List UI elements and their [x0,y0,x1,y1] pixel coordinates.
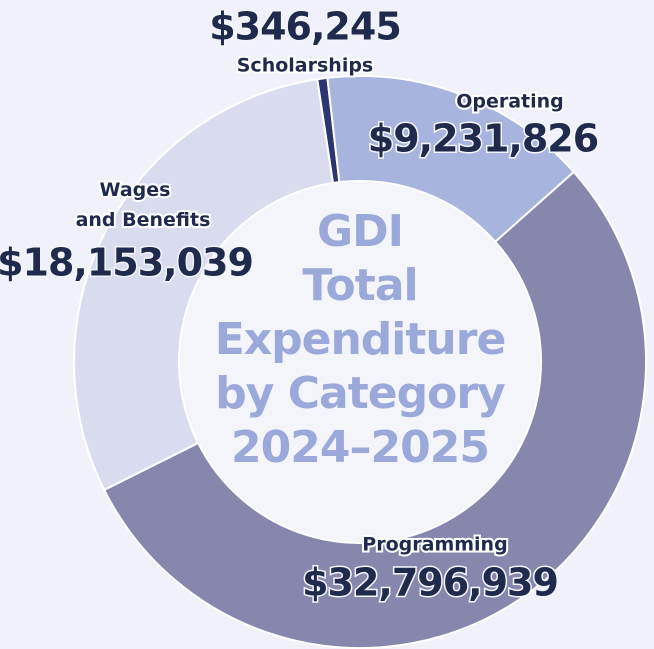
category-label: Scholarships [237,55,374,77]
center-title: 2024–2025 [231,422,489,473]
value-label: $346,245 [209,5,401,49]
center-title: GDI [317,206,403,257]
donut-slice [73,78,335,492]
value-label: $9,231,826 [368,117,598,161]
donut-hole [180,182,540,542]
category-label: Programming [362,534,507,556]
category-label: Operating [456,91,564,113]
center-title: by Category [215,368,505,419]
category-label: Wages and Benefits [76,179,211,231]
center-title: Expenditure [215,314,506,365]
value-label: $32,796,939 [302,561,558,605]
donut-slice [102,170,647,649]
center-title: Total [302,260,417,311]
value-label: $18,153,039 [0,241,253,285]
